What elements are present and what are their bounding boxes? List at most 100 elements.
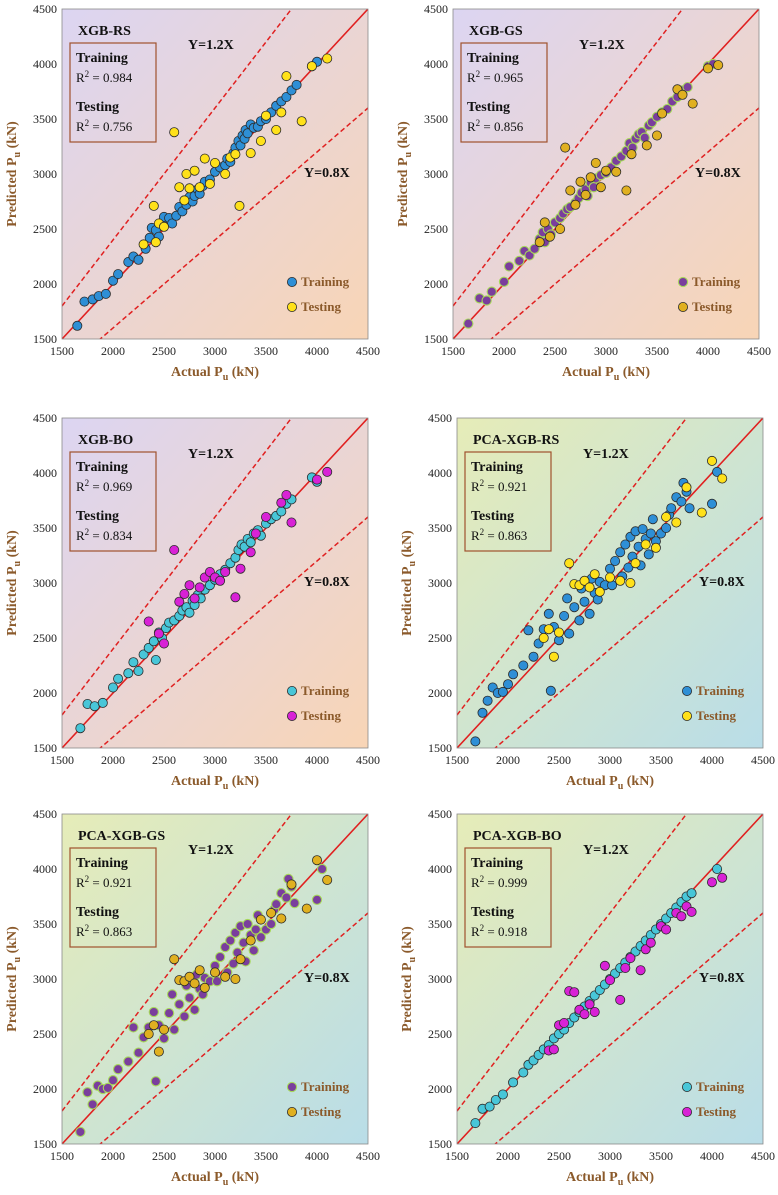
lower-line-label: Y=0.8X [304,575,350,590]
x-tick-label: 3000 [203,753,227,767]
testing-r2: R2 = 0.856 [467,118,524,134]
data-point [559,1018,570,1029]
data-point [590,157,601,168]
metrics-box [69,451,157,552]
x-tick-label: 1500 [50,1149,74,1163]
plot-frame [452,8,760,340]
y-tick-label: 2500 [33,1027,57,1041]
data-point [158,1024,169,1035]
data-point [640,539,651,550]
testing-heading: Testing [467,100,510,115]
chart-panel: 1500 2000 2500 3000 3500 4000 4500 1500 2000 2500… [396,2,771,383]
lower-line-label: Y=0.8X [695,166,741,181]
x-tick-label: 2500 [547,753,571,767]
upper-bound-line [453,9,684,307]
y-tick-label: 3000 [33,167,57,181]
data-point [528,651,539,662]
lower-bound-line [99,107,368,339]
x-tick-label: 4000 [305,1149,329,1163]
data-point [615,575,626,586]
upper-line-label: Y=1.2X [188,38,234,53]
y-tick-label: 3500 [33,112,57,126]
data-point [594,586,605,597]
legend-marker [286,711,297,722]
data-point [79,296,90,307]
upper-line-label: Y=1.2X [583,447,629,462]
lower-line-label: Y=0.8X [304,166,350,181]
data-point [255,932,267,943]
data-point [148,200,159,211]
data-point [559,611,570,622]
x-tick-label: 1500 [50,344,74,358]
training-r2: R2 = 0.921 [471,478,527,494]
data-point [555,223,566,234]
x-tick-label: 2500 [547,1149,571,1163]
x-tick-label: 4500 [356,344,380,358]
data-point [158,638,169,649]
data-point [235,563,246,574]
x-tick-label: 1500 [445,1149,469,1163]
data-point [184,183,195,194]
y-axis-label: Predicted Pu (kN) [400,530,418,636]
y-tick-label: 1500 [424,332,448,346]
data-point [661,924,672,935]
y-tick-label: 3500 [33,521,57,535]
data-point [717,872,728,883]
x-tick-label: 3000 [594,344,618,358]
legend-marker [682,711,693,722]
data-point [97,697,108,708]
chart-title: XGB-BO [78,433,133,448]
data-point [194,582,205,593]
data-point [503,261,515,272]
data-point [209,157,220,168]
series-training [75,863,328,1138]
x-tick-label: 2500 [152,1149,176,1163]
data-point [245,935,256,946]
y-tick-label: 3000 [33,972,57,986]
data-point [620,539,631,550]
y-axis-label: Predicted Pu (kN) [400,926,418,1032]
y-tick-label: 4000 [33,466,57,480]
x-tick-label: 3500 [254,344,278,358]
series-testing [143,855,333,1057]
data-point [575,176,586,187]
data-point [112,1064,124,1075]
data-point [143,1029,154,1040]
data-point [497,1089,508,1100]
data-point [615,994,626,1005]
series-testing [138,53,333,250]
legend-label: Testing [696,708,736,723]
y-tick-label: 2000 [428,1082,452,1096]
testing-heading: Testing [76,905,119,920]
legend-marker [678,301,689,312]
data-point [245,537,256,548]
data-point [477,707,488,718]
y-tick-label: 2000 [33,1082,57,1096]
training-heading: Training [471,856,523,871]
data-point [158,1033,170,1044]
data-point [153,1046,164,1057]
data-point [179,1011,190,1022]
y-tick-label: 3500 [428,521,452,535]
legend-label: Training [696,683,745,698]
x-tick-label: 3000 [203,344,227,358]
chart-panel: 1500 2000 2500 3000 3500 4000 4500 1500 2000 2500… [400,807,775,1188]
testing-r2: R2 = 0.834 [76,527,133,543]
data-point [545,685,556,696]
y-tick-label: 4000 [428,466,452,480]
data-point [625,578,636,589]
data-point [148,1006,159,1018]
training-r2: R2 = 0.969 [76,478,132,494]
y-tick-label: 4500 [33,411,57,425]
data-point [610,556,621,567]
x-tick-label: 3500 [645,344,669,358]
x-tick-label: 4500 [356,1149,380,1163]
x-tick-label: 4500 [747,344,771,358]
lower-bound-line [494,516,763,748]
data-point [564,628,575,639]
lower-line-label: Y=0.8X [304,971,350,986]
y-tick-label: 4500 [424,2,448,16]
data-point [311,894,323,905]
training-r2: R2 = 0.984 [76,69,133,85]
data-point [306,61,317,72]
